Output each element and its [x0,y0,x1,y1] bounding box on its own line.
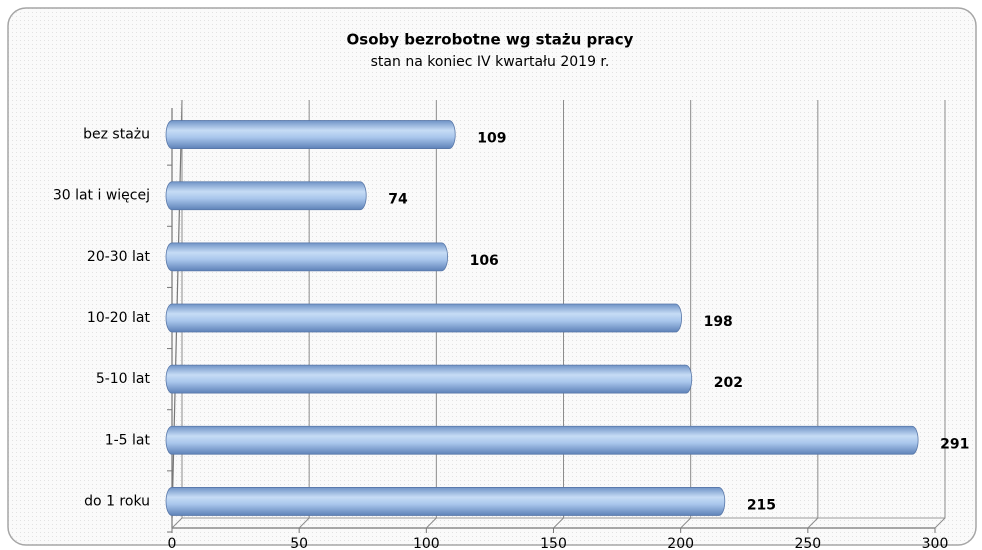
x-tick-label: 250 [794,536,821,550]
value-label: 106 [470,253,499,269]
value-label: 74 [388,192,408,208]
y-tick-label: 1-5 lat [105,432,151,448]
value-label: 202 [714,375,743,391]
bar [165,364,693,394]
grid-line [680,100,692,529]
value-label: 215 [747,497,776,513]
y-tick-label: 10-20 lat [87,310,151,326]
y-tick-label: 30 lat i więcej [53,188,150,204]
bar [165,181,367,211]
value-label: 291 [940,436,969,452]
y-tick-label: do 1 roku [84,493,150,509]
chart-title: Osoby bezrobotne wg stażu pracy [347,31,634,49]
grid-line [553,100,564,529]
grid-line [807,100,819,529]
x-tick-label: 300 [922,536,949,550]
x-tick-label: 150 [540,536,567,550]
chart-subtitle: stan na koniec IV kwartału 2019 r. [371,54,610,70]
value-label: 109 [477,131,506,147]
x-tick-label: 100 [413,536,440,550]
y-tick-label: bez stażu [83,127,150,143]
x-tick-label: 50 [290,536,308,550]
value-label: 198 [704,314,733,330]
grid-line [298,100,310,529]
y-tick-label: 5-10 lat [96,371,151,387]
y-tick-label: 20-30 lat [87,249,151,265]
grid-line [171,100,183,529]
bar [165,120,456,149]
bar [165,303,682,333]
bar [165,487,726,516]
x-tick-label: 200 [667,536,694,550]
bar [165,242,448,272]
bar [165,425,919,455]
x-tick-label: 0 [168,536,177,550]
chart-frame [7,7,977,546]
grid-line [425,100,437,529]
grid-line [934,100,946,529]
